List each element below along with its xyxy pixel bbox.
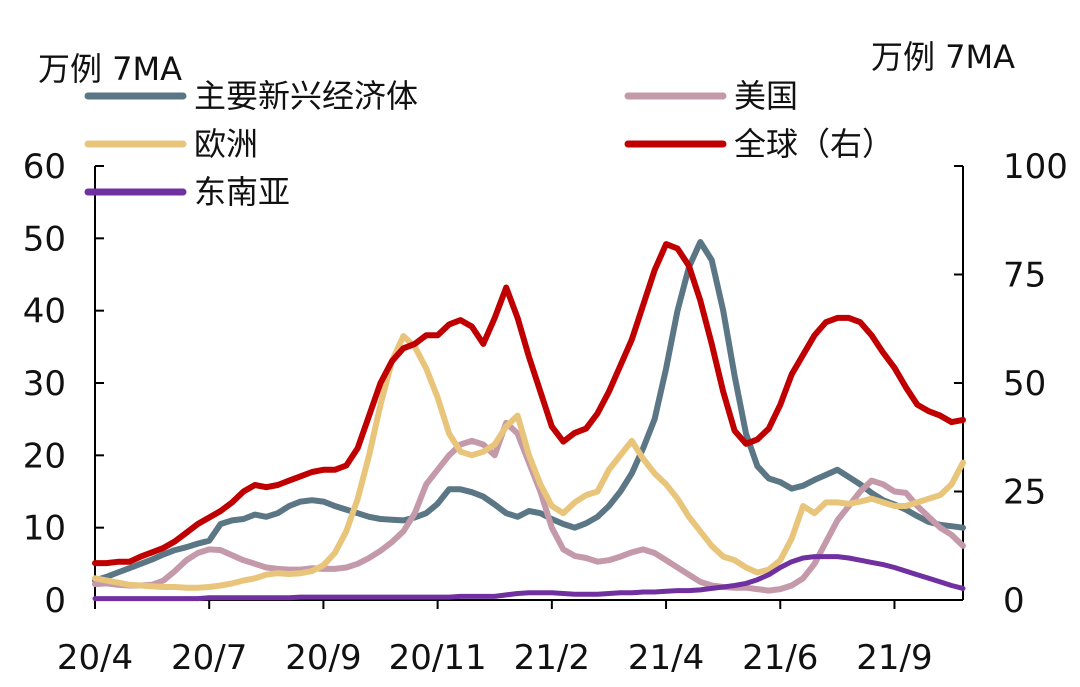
x-tick-label: 21/6 bbox=[742, 638, 818, 678]
x-tick-label: 20/11 bbox=[389, 638, 487, 678]
left-axis-unit: 万例 7MA bbox=[38, 50, 182, 88]
legend-label-eu: 欧洲 bbox=[194, 125, 258, 163]
left-tick-label: 30 bbox=[23, 364, 66, 404]
x-tick-label: 20/7 bbox=[171, 638, 247, 678]
left-tick-label: 50 bbox=[23, 219, 66, 259]
x-tick-label: 20/9 bbox=[285, 638, 361, 678]
right-tick-label: 75 bbox=[1003, 256, 1046, 296]
x-tick-label: 21/2 bbox=[514, 638, 590, 678]
x-tick-label: 21/4 bbox=[628, 638, 704, 678]
series-line-eu bbox=[92, 333, 966, 591]
left-tick-label: 40 bbox=[23, 292, 66, 332]
axes: 0 10 20 30 40 50 60 0 25 50 75 100 20/4 20/7 20/9 20/11… bbox=[23, 147, 1068, 678]
right-tick-label: 25 bbox=[1003, 473, 1046, 513]
right-tick-label: 0 bbox=[1003, 581, 1025, 621]
legend-label-us: 美国 bbox=[734, 77, 798, 115]
left-tick-label: 10 bbox=[23, 509, 66, 549]
right-axis-unit: 万例 7MA bbox=[871, 38, 1015, 76]
right-tick-label: 100 bbox=[1003, 147, 1068, 187]
series-layer bbox=[92, 239, 966, 602]
series-line-sea bbox=[92, 554, 966, 602]
series-line-em bbox=[92, 239, 966, 584]
left-tick-label: 60 bbox=[23, 147, 66, 187]
legend-label-sea: 东南亚 bbox=[194, 173, 290, 211]
x-tick-label: 20/4 bbox=[57, 638, 133, 678]
legend-label-em: 主要新兴经济体 bbox=[194, 77, 418, 115]
left-tick-label: 20 bbox=[23, 436, 66, 476]
legend-label-global: 全球（右） bbox=[734, 125, 894, 163]
x-tick-label: 21/9 bbox=[856, 638, 932, 678]
left-tick-label: 0 bbox=[44, 581, 66, 621]
series-line-global bbox=[92, 241, 966, 567]
right-tick-label: 50 bbox=[1003, 364, 1046, 404]
